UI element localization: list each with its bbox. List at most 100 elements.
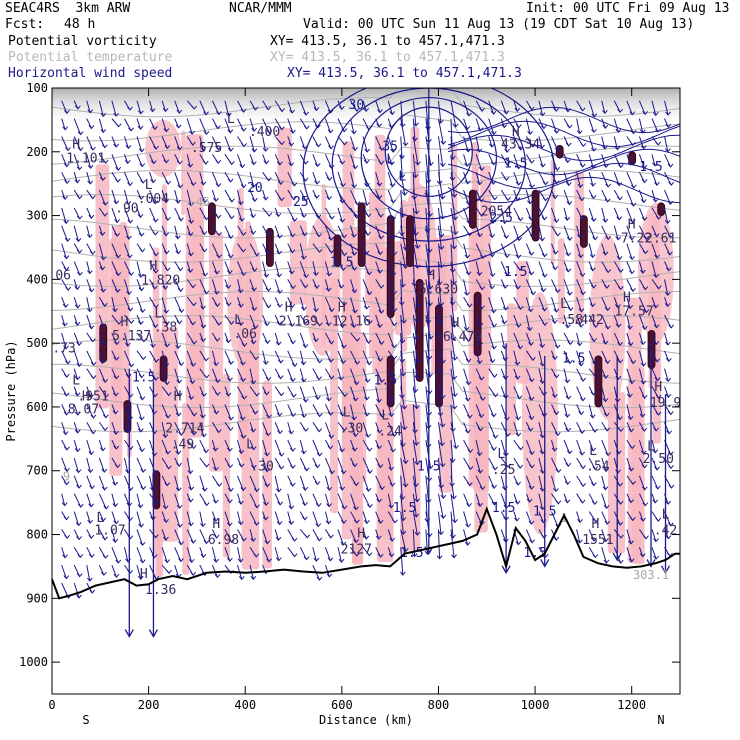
wind-vector (312, 154, 319, 167)
wind-vector-head (150, 343, 156, 348)
wind-vector-head (401, 319, 407, 324)
wind-vector (613, 154, 622, 168)
pv-label: H (140, 567, 148, 582)
wind-vector (412, 350, 418, 379)
wind-vector (500, 439, 507, 457)
wind-vector-head (529, 450, 535, 456)
wind-vector-head (303, 556, 310, 561)
wind-vector-head (592, 554, 599, 559)
wind-vector (538, 439, 543, 454)
wind-vector-head (652, 111, 659, 117)
wind-vector (211, 564, 218, 578)
wind-vector-head (124, 342, 131, 347)
pv-shade (145, 119, 182, 178)
wind-vector (475, 118, 481, 131)
wind-vector-head (328, 145, 334, 150)
wind-vector-head (491, 446, 497, 451)
wind-vector-head (439, 463, 446, 468)
wind-vector-head (74, 286, 81, 291)
wind-vector-head (578, 308, 585, 313)
wind-vector-head (251, 307, 258, 312)
wind-vector (73, 368, 79, 380)
wind-vector (123, 279, 130, 295)
wind-label: L (398, 169, 406, 184)
wind-vector (500, 368, 506, 380)
wind-vector-head (515, 124, 522, 129)
wind-vector (626, 154, 631, 166)
wind-vector-head (289, 447, 296, 452)
pv-label: .442 (573, 313, 604, 328)
wind-vector-head (139, 308, 146, 314)
wind-vector (136, 565, 142, 580)
wind-vector-head (616, 256, 623, 261)
wind-vector (538, 332, 543, 348)
wind-vector-head (515, 323, 522, 328)
y-tick-label: 600 (26, 400, 48, 414)
wind-vector-head (178, 558, 184, 563)
wind-vector (123, 154, 129, 164)
wind-vector (86, 314, 92, 329)
wind-vector (488, 314, 495, 328)
wind-vector (262, 189, 267, 201)
wind-vector-head (478, 212, 485, 217)
wind-vector (237, 154, 243, 168)
wind-vector (186, 386, 192, 400)
wind-vector (488, 297, 495, 313)
wind-vector-head (74, 179, 81, 184)
wind-vector-head (138, 374, 145, 379)
wind-vector (324, 511, 330, 524)
wind-vector-head (115, 123, 122, 128)
wind-vector (98, 100, 104, 117)
wind-vector (237, 279, 242, 293)
wind-vector-head (214, 302, 221, 308)
wind-vector-head (529, 539, 535, 544)
wind-vector (525, 529, 533, 543)
wind-vector-head (351, 266, 358, 271)
wind-vector-head (162, 505, 169, 510)
wind-vector-head (215, 146, 222, 151)
wind-vector (488, 475, 495, 489)
wind-vector-head (313, 308, 319, 313)
wind-vector-head (163, 536, 169, 541)
wind-vector-head (590, 482, 597, 487)
wind-vector-head (577, 183, 584, 189)
wind-vector (350, 136, 356, 151)
wind-vector-head (541, 125, 547, 130)
wind-vector-head (436, 281, 443, 286)
wind-vector-head (290, 413, 297, 418)
wind-vector (224, 475, 232, 492)
pv-label: 17.57 (615, 305, 654, 320)
wind-vector (237, 368, 244, 382)
wind-vector (98, 493, 107, 510)
wind-vector-head (115, 166, 122, 171)
wind-vector (563, 386, 569, 400)
wind-vector-head (517, 217, 524, 222)
y-axis-label: Pressure (hPa) (4, 340, 18, 441)
wind-vector (111, 332, 118, 345)
wind-vector (312, 261, 317, 276)
wind-vector-head (163, 199, 169, 204)
wind-vector-head (552, 266, 559, 271)
wind-vector-head (654, 358, 661, 363)
wind-vector (463, 261, 470, 275)
wind-vector-head (124, 629, 134, 638)
wind-vector (437, 189, 444, 219)
pv-label: 6.98 (208, 533, 239, 548)
wind-vector-head (115, 254, 122, 259)
wind-vector (211, 100, 220, 115)
wind-vector-head (101, 468, 108, 473)
wind-vector (73, 332, 80, 346)
wind-vector (626, 529, 632, 544)
wind-vector-head (188, 395, 195, 401)
wind-vector-head (366, 552, 373, 557)
wind-vector-head (652, 304, 659, 309)
wind-vector (638, 386, 646, 399)
wind-vector (601, 493, 608, 509)
wind-vector (211, 350, 217, 366)
wind-vector-head (629, 517, 636, 522)
wind-vector-head (288, 142, 295, 147)
wind-vector (86, 493, 92, 507)
wind-vector (563, 350, 571, 364)
wind-vector-head (225, 284, 232, 290)
wind-vector-head (102, 427, 109, 432)
